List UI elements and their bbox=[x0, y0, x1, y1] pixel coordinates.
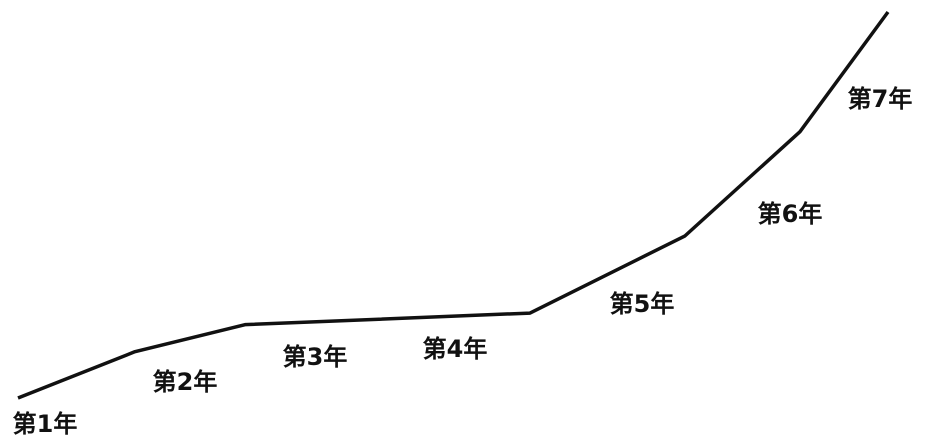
data-line bbox=[17, 10, 890, 400]
category-label: 第2年 bbox=[153, 368, 218, 396]
category-label: 第7年 bbox=[848, 85, 913, 113]
category-label: 第6年 bbox=[758, 200, 823, 228]
category-label: 第5年 bbox=[610, 290, 675, 318]
category-label: 第1年 bbox=[13, 410, 78, 438]
category-label: 第4年 bbox=[423, 335, 488, 363]
category-label: 第3年 bbox=[283, 343, 348, 371]
